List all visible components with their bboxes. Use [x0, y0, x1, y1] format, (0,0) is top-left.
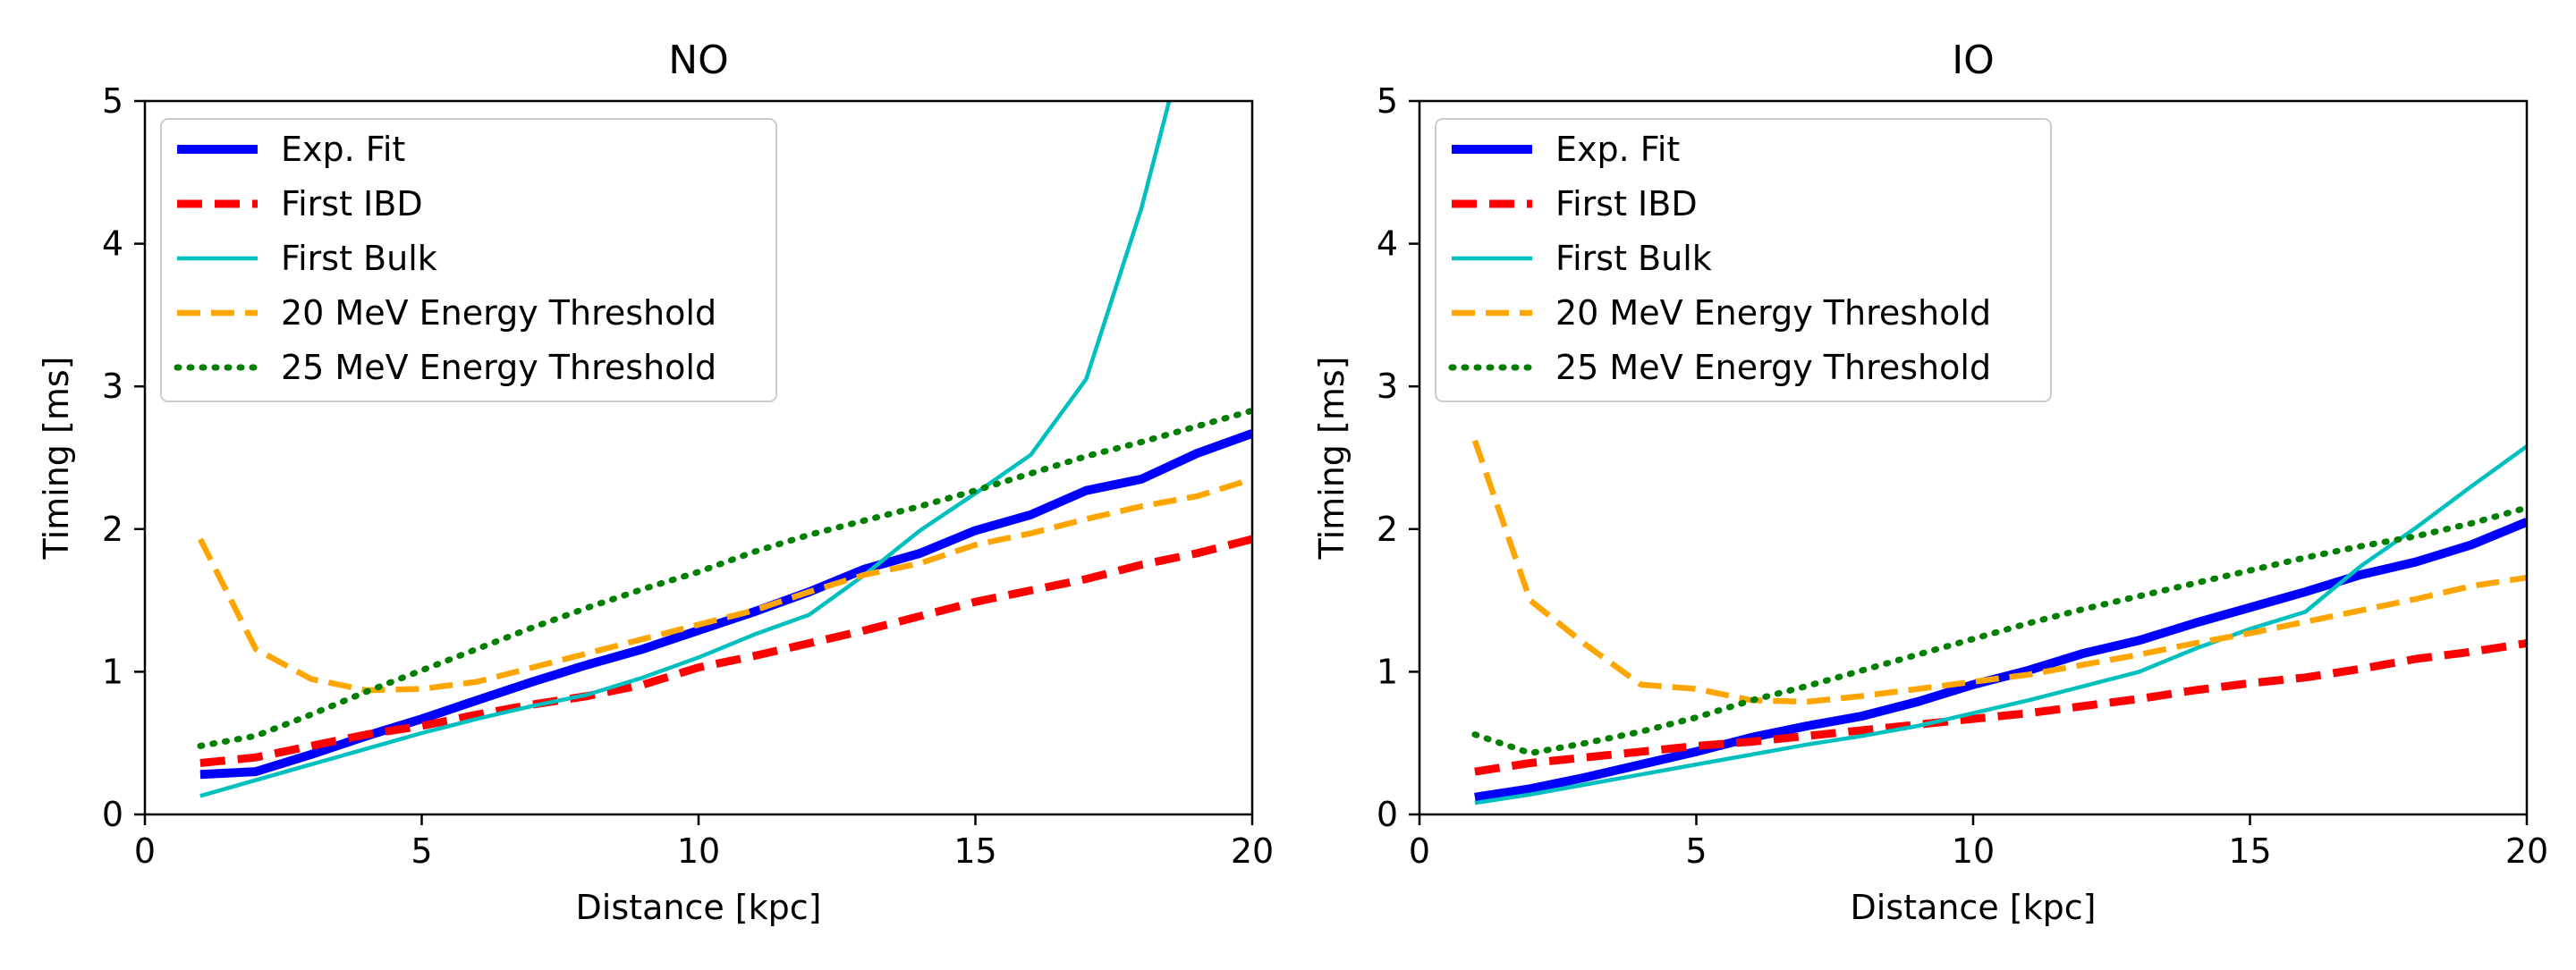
- ticks-layer: 0 5 10 15 20 0 1 2 3 4 5: [1377, 81, 2548, 871]
- series-line-20-mev-energy-threshold: [197, 476, 1252, 694]
- y-tick-label: 4: [1377, 224, 1398, 264]
- y-axis-label: Timing [ms]: [1312, 357, 1352, 561]
- legend-frame: [160, 118, 777, 402]
- x-tick-label: 0: [1409, 831, 1430, 871]
- legend-label: First IBD: [281, 184, 423, 224]
- x-axis-label: Distance [kpc]: [576, 888, 822, 927]
- y-tick-label: 5: [102, 81, 123, 121]
- legend-entry: Exp. Fit: [177, 130, 405, 169]
- legend: Exp. Fit First IBD First Bulk 20 MeV Ene…: [1435, 118, 2052, 402]
- legend-entry: First Bulk: [1452, 239, 1712, 278]
- panel-no: NO Distance [kpc] Timing [ms] 0 5 10 15 2001…: [37, 38, 1274, 927]
- series-layer: [1471, 439, 2527, 806]
- panel-title: NO: [668, 38, 729, 83]
- legend-entry: First Bulk: [177, 239, 437, 278]
- legend-entry: 20 MeV Energy Threshold: [177, 293, 716, 333]
- y-tick-label: 1: [1377, 652, 1398, 691]
- x-tick-label: 10: [1952, 831, 1995, 871]
- legend-entry: Exp. Fit: [1452, 130, 1680, 169]
- x-tick-label: 5: [411, 831, 432, 871]
- x-tick-label: 20: [2505, 831, 2548, 871]
- series-line-exp-fit: [1474, 518, 2527, 802]
- y-tick-label: 0: [1377, 795, 1398, 834]
- legend-label: First IBD: [1555, 184, 1698, 224]
- series-line-25-mev-energy-threshold: [197, 407, 1252, 749]
- x-tick-label: 0: [134, 831, 156, 871]
- legend-label: First Bulk: [281, 239, 437, 278]
- series-line-20-mev-energy-threshold: [1471, 439, 2527, 705]
- series-line-first-ibd: [199, 535, 1252, 767]
- x-tick-label: 10: [677, 831, 720, 871]
- x-tick-label: 5: [1685, 831, 1707, 871]
- y-tick-label: 4: [102, 224, 123, 264]
- legend-label: 25 MeV Energy Threshold: [1555, 348, 1991, 387]
- legend-entry: First IBD: [1452, 184, 1698, 224]
- legend-frame: [1435, 118, 2052, 402]
- legend-entry: 25 MeV Energy Threshold: [174, 348, 716, 387]
- x-tick-label: 20: [1231, 831, 1274, 871]
- x-axis-label: Distance [kpc]: [1851, 888, 2097, 927]
- y-axis-label: Timing [ms]: [37, 357, 76, 561]
- y-tick-label: 2: [102, 510, 123, 549]
- legend-entry: 25 MeV Energy Threshold: [1448, 348, 1991, 387]
- series-line-first-ibd: [1474, 639, 2527, 776]
- y-tick-label: 0: [102, 795, 123, 834]
- x-tick-label: 15: [953, 831, 996, 871]
- legend: Exp. Fit First IBD First Bulk 20 MeV Ene…: [160, 118, 777, 402]
- y-tick-label: 5: [1377, 81, 1398, 121]
- series-layer: [197, 101, 1252, 798]
- x-tick-label: 15: [2228, 831, 2271, 871]
- y-tick-label: 3: [1377, 367, 1398, 406]
- legend-entry: First IBD: [177, 184, 423, 224]
- y-tick-label: 2: [1377, 510, 1398, 549]
- series-line-exp-fit: [199, 429, 1252, 780]
- ticks-layer: 0 5 10 15 20 0 1 2 3 4 5: [102, 81, 1274, 871]
- series-line-25-mev-energy-threshold: [1471, 504, 2527, 756]
- y-tick-label: 1: [102, 652, 123, 691]
- panel-title: IO: [1952, 38, 1995, 83]
- series-line-first-bulk: [199, 101, 1172, 798]
- series-line-first-bulk: [1474, 444, 2527, 806]
- legend-label: Exp. Fit: [281, 130, 405, 169]
- legend-label: 25 MeV Energy Threshold: [281, 348, 716, 387]
- legend-label: 20 MeV Energy Threshold: [1555, 293, 1991, 333]
- legend-label: First Bulk: [1555, 239, 1712, 278]
- legend-entry: 20 MeV Energy Threshold: [1452, 293, 1991, 333]
- legend-label: 20 MeV Energy Threshold: [281, 293, 716, 333]
- y-tick-label: 3: [102, 367, 123, 406]
- legend-label: Exp. Fit: [1555, 130, 1680, 169]
- panel-io: IO Distance [kpc] Timing [ms] 0 5 10 15 2001…: [1312, 38, 2548, 927]
